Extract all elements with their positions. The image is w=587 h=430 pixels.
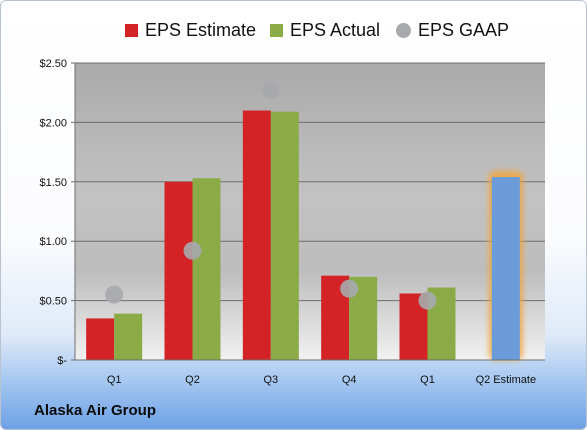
y-axis: $- $0.50 $1.00 $1.50 $2.00 $2.50 — [39, 58, 76, 367]
legend-swatch-actual — [270, 23, 283, 37]
bar-eps-actual — [114, 313, 143, 360]
legend-label-gaap: EPS GAAP — [418, 19, 510, 40]
x-tick-label: Q4 — [342, 374, 357, 386]
marker-eps-gaap — [418, 291, 437, 310]
y-tick-label: $1.50 — [39, 177, 67, 189]
marker-eps-gaap — [340, 279, 359, 298]
marker-eps-gaap — [105, 285, 124, 304]
legend-label-actual: EPS Actual — [290, 19, 381, 40]
bar-eps-actual — [270, 111, 299, 360]
bar-eps-estimate — [164, 181, 193, 360]
y-tick-label: $2.50 — [39, 58, 67, 70]
x-tick-label: Q1 — [420, 374, 435, 386]
legend-item-actual: EPS Actual — [270, 18, 380, 42]
x-axis: Q1 Q2 Q3 Q4 Q1 Q2 Estimate — [75, 359, 545, 386]
legend-item-estimate: EPS Estimate — [125, 18, 256, 42]
bar-eps-estimate — [242, 110, 271, 361]
gaap-markers — [105, 81, 437, 310]
chart-legend: EPS Estimate EPS Actual EPS GAAP — [1, 1, 586, 57]
y-tick-label: $0.50 — [39, 296, 67, 308]
legend-swatch-estimate — [125, 23, 138, 37]
marker-eps-gaap — [183, 241, 202, 260]
bars — [86, 110, 523, 361]
plot-area — [75, 63, 545, 360]
y-tick-label: $2.00 — [39, 117, 67, 129]
legend-marker-gaap — [396, 22, 411, 38]
bar-next-estimate — [491, 177, 520, 360]
x-tick-label: Q2 Estimate — [476, 374, 537, 386]
legend-item-gaap: EPS GAAP — [396, 18, 509, 42]
marker-eps-gaap — [261, 81, 280, 100]
y-tick-label: $1.00 — [39, 236, 67, 248]
legend-label-estimate: EPS Estimate — [145, 19, 257, 40]
y-tick-label: $- — [57, 355, 67, 367]
bar-eps-actual — [192, 178, 221, 360]
bar-eps-estimate — [86, 318, 115, 360]
company-name: Alaska Air Group — [34, 402, 156, 419]
x-tick-label: Q3 — [263, 374, 278, 386]
x-tick-label: Q2 — [185, 374, 200, 386]
x-tick-label: Q1 — [107, 374, 122, 386]
